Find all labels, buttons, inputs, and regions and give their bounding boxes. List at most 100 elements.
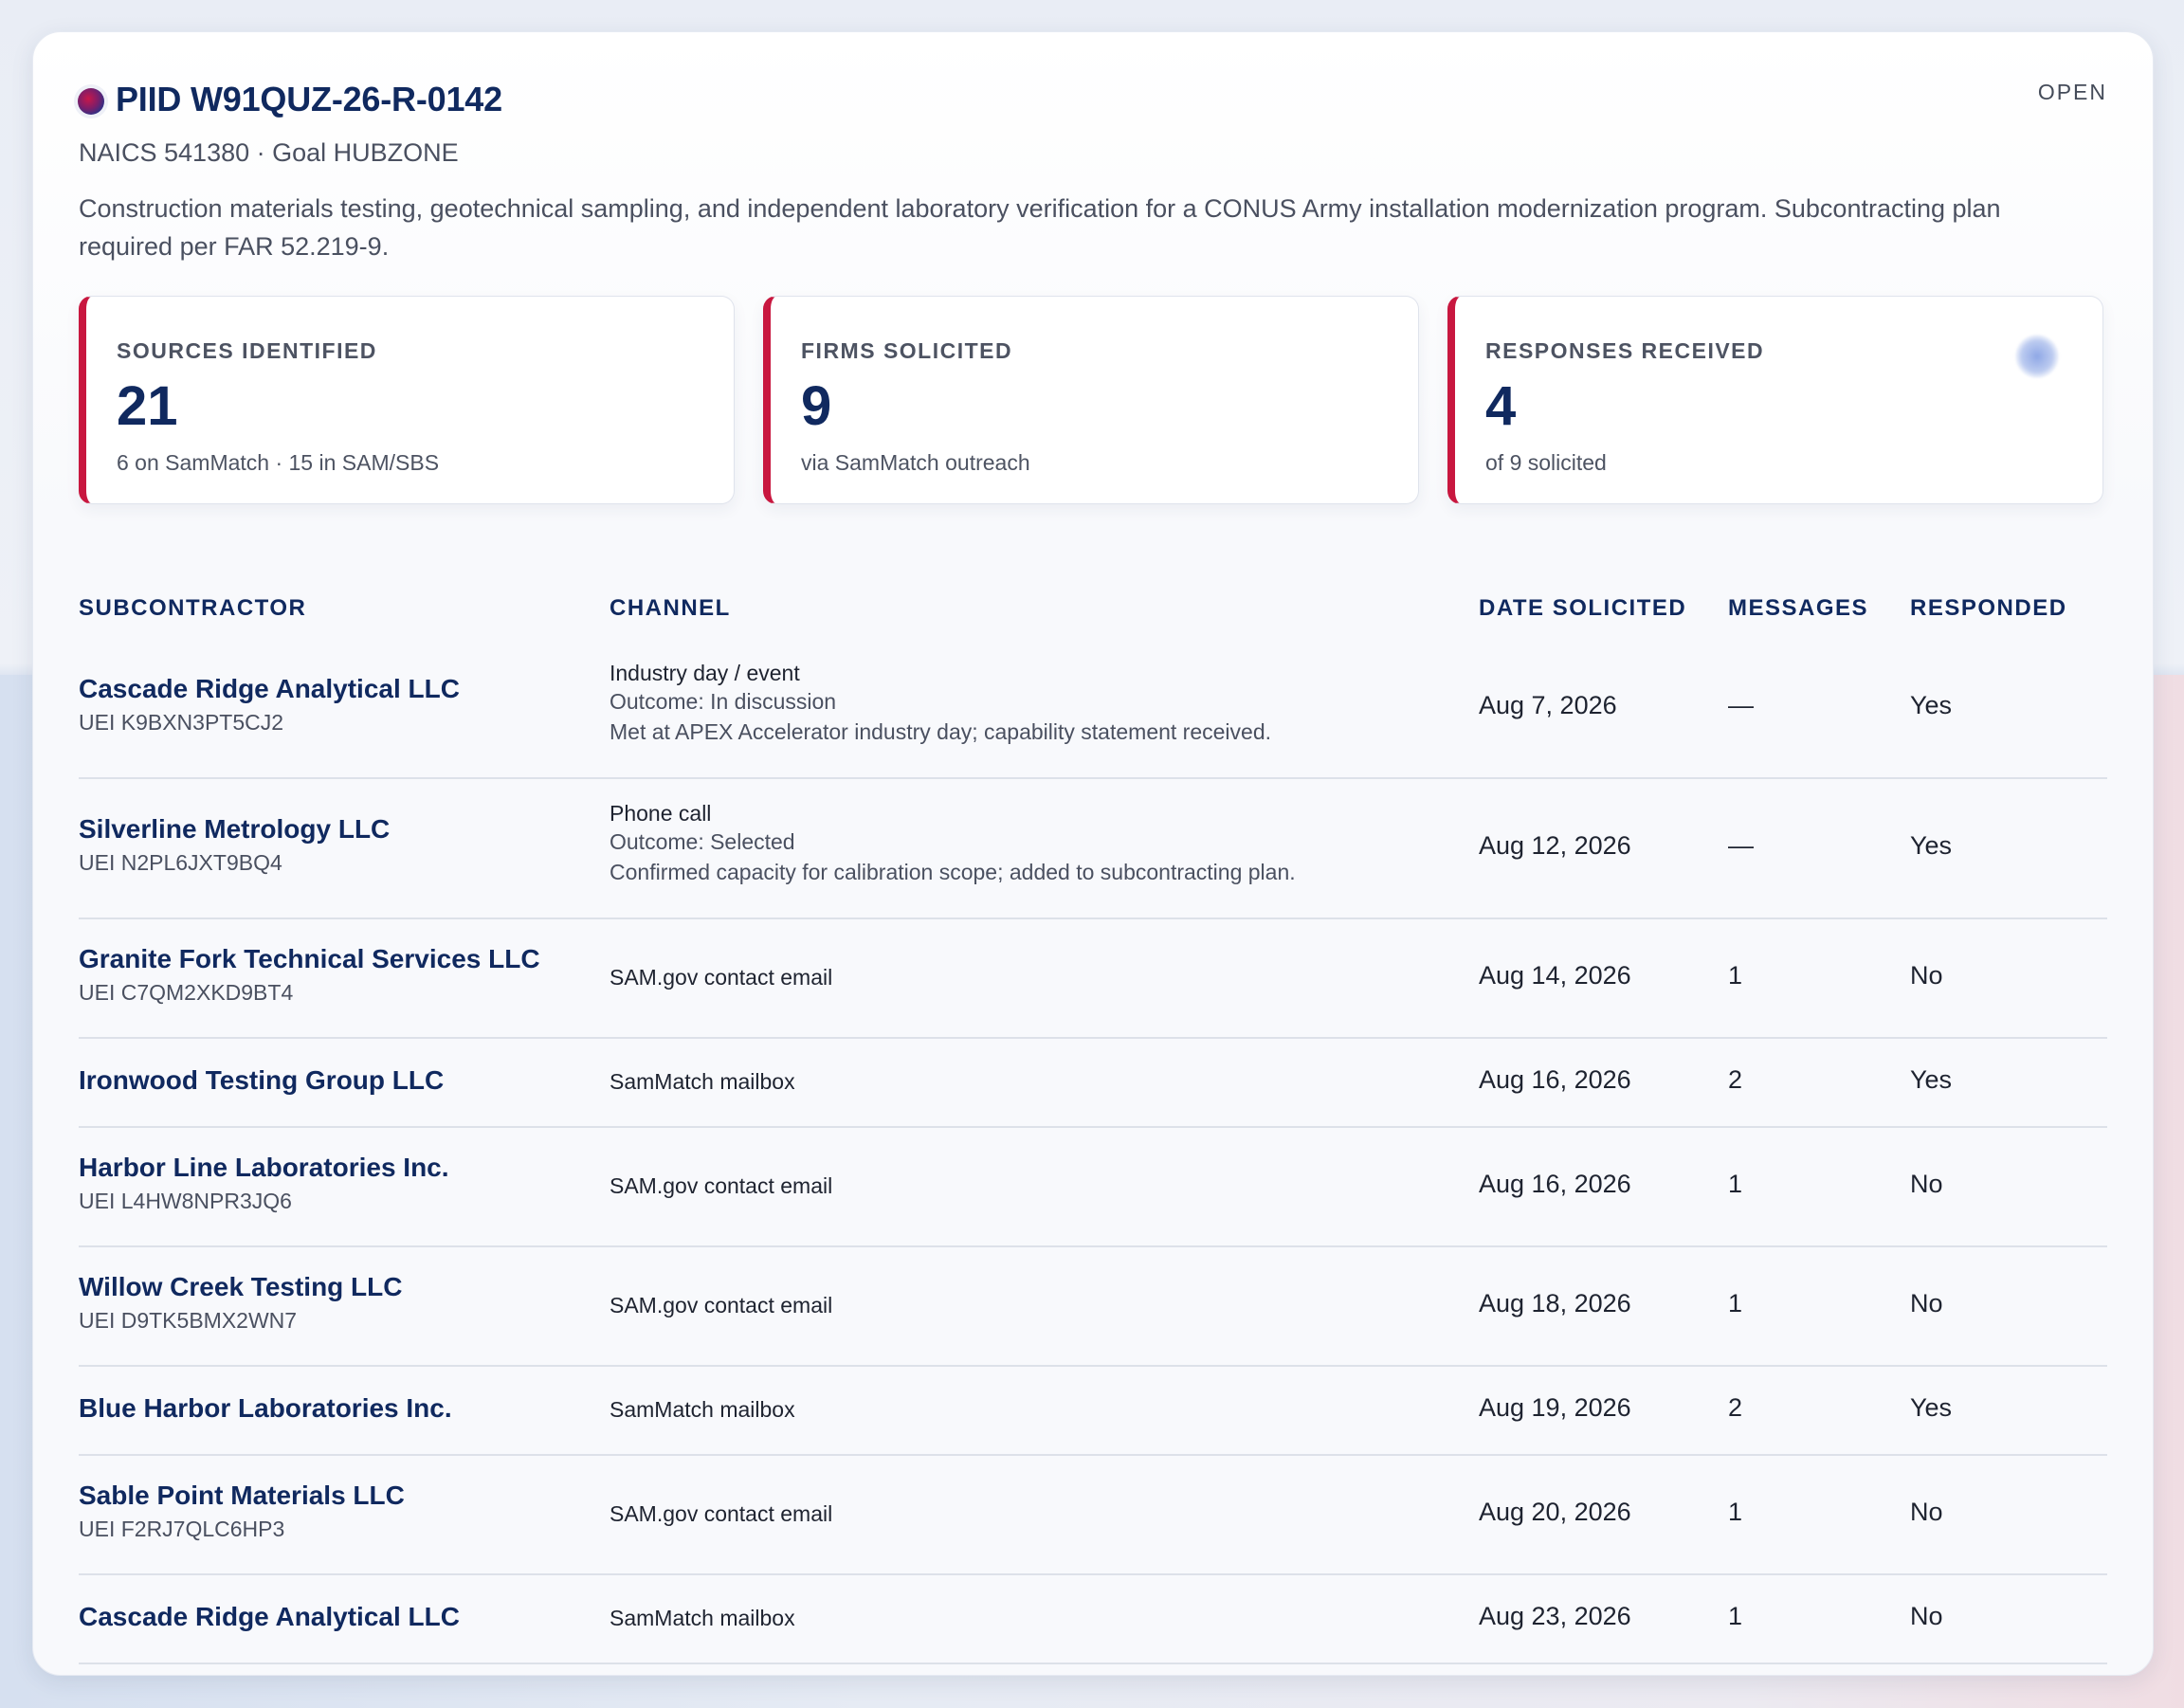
subcontractor-name-link[interactable]: Granite Fork Technical Services LLC — [79, 944, 540, 973]
date-solicited: Aug 12, 2026 — [1479, 831, 1631, 860]
stat-value: 9 — [801, 375, 832, 437]
subcontractor-cell: Blue Harbor Laboratories Inc. — [79, 1393, 452, 1424]
uei-label: UEI L4HW8NPR3JQ6 — [79, 1189, 292, 1213]
stat-value: 4 — [1485, 375, 1517, 437]
table-row[interactable]: Cascade Ridge Analytical LLC SamMatch mai… — [79, 1575, 2107, 1664]
channel-cell: SamMatch mailbox — [610, 1069, 795, 1095]
table-row[interactable]: Ironwood Testing Group LLC SamMatch mailb… — [79, 1039, 2107, 1128]
table-row[interactable]: Granite Fork Technical Services LLC UEI C… — [79, 919, 2107, 1039]
channel-cell: SAM.gov contact email — [610, 965, 832, 990]
date-solicited: Aug 23, 2026 — [1479, 1602, 1631, 1630]
note-label: Confirmed capacity for calibration scope… — [610, 860, 1296, 884]
status-dot-icon — [78, 88, 104, 115]
table-row[interactable]: Cascade Ridge Analytical LLC UEI K9BXN3PT… — [79, 639, 2107, 779]
stat-label: RESPONSES RECEIVED — [1485, 338, 1765, 363]
channel-label: Industry day / event — [610, 661, 800, 685]
table-body: Cascade Ridge Analytical LLC UEI K9BXN3PT… — [79, 639, 2107, 1664]
uei-label: UEI C7QM2XKD9BT4 — [79, 980, 294, 1005]
messages-count: 1 — [1728, 1602, 1743, 1630]
uei-label: UEI K9BXN3PT5CJ2 — [79, 710, 284, 735]
table-row[interactable]: Silverline Metrology LLC UEI N2PL6JXT9BQ4… — [79, 779, 2107, 919]
channel-cell: Phone call Outcome: Selected Confirmed cap… — [610, 801, 1296, 887]
messages-count: 2 — [1728, 1393, 1743, 1422]
uei-label: UEI D9TK5BMX2WN7 — [79, 1308, 298, 1333]
subcontractor-table: SUBCONTRACTOR CHANNEL DATE SOLICITED MES… — [79, 582, 2107, 1664]
subcontractor-name-link[interactable]: Sable Point Materials LLC — [79, 1481, 405, 1510]
glow-orb-icon — [2015, 335, 2059, 378]
stat-sub: via SamMatch outreach — [801, 450, 1030, 475]
channel-label: SAM.gov contact email — [610, 1501, 833, 1526]
messages-count: 1 — [1728, 1498, 1743, 1526]
responded-value: Yes — [1910, 1393, 1953, 1422]
stat-label: FIRMS SOLICITED — [801, 338, 1013, 363]
subcontractor-name-link[interactable]: Blue Harbor Laboratories Inc. — [79, 1393, 452, 1423]
date-solicited: Aug 20, 2026 — [1479, 1498, 1631, 1526]
responded-value: Yes — [1910, 831, 1953, 860]
table-row[interactable]: Sable Point Materials LLC UEI F2RJ7QLC6HP… — [79, 1456, 2107, 1575]
date-solicited: Aug 7, 2026 — [1479, 691, 1617, 719]
stat-card-responses: RESPONSES RECEIVED 4 of 9 solicited — [1447, 296, 2103, 504]
channel-cell: SamMatch mailbox — [610, 1397, 795, 1423]
note-label: Met at APEX Accelerator industry day; ca… — [610, 719, 1272, 744]
table-row[interactable]: Willow Creek Testing LLC UEI D9TK5BMX2WN7… — [79, 1247, 2107, 1367]
table-row[interactable]: Harbor Line Laboratories Inc. UEI L4HW8NP… — [79, 1128, 2107, 1247]
messages-count: — — [1728, 831, 1754, 860]
messages-count: 1 — [1728, 1170, 1743, 1198]
channel-label: SAM.gov contact email — [610, 1173, 833, 1198]
column-header-date[interactable]: DATE SOLICITED — [1479, 595, 1687, 621]
subcontractor-name-link[interactable]: Cascade Ridge Analytical LLC — [79, 674, 460, 703]
subcontractor-cell: Harbor Line Laboratories Inc. UEI L4HW8NP… — [79, 1153, 449, 1214]
stat-sub: of 9 solicited — [1485, 450, 1607, 475]
status-badge: OPEN — [2037, 80, 2107, 104]
channel-label: SamMatch mailbox — [610, 1606, 795, 1630]
stat-card-solicited: FIRMS SOLICITED 9 via SamMatch outreach — [763, 296, 1419, 504]
subcontractor-cell: Sable Point Materials LLC UEI F2RJ7QLC6HP… — [79, 1481, 405, 1542]
subcontractor-name-link[interactable]: Silverline Metrology LLC — [79, 814, 391, 844]
outcome-label: Outcome: In discussion — [610, 689, 837, 714]
channel-label: SAM.gov contact email — [610, 965, 833, 990]
responded-value: No — [1910, 1289, 1943, 1317]
channel-cell: SAM.gov contact email — [610, 1293, 832, 1318]
subcontractor-cell: Ironwood Testing Group LLC — [79, 1065, 444, 1096]
column-header-subcontractor[interactable]: SUBCONTRACTOR — [79, 595, 307, 621]
subcontractor-cell: Cascade Ridge Analytical LLC — [79, 1602, 460, 1632]
subcontractor-cell: Silverline Metrology LLC UEI N2PL6JXT9BQ4 — [79, 814, 390, 876]
table-header: SUBCONTRACTOR CHANNEL DATE SOLICITED MES… — [79, 582, 2107, 639]
column-header-responded[interactable]: RESPONDED — [1910, 595, 2067, 621]
solicitation-card: PIID W91QUZ-26-R-0142 OPEN NAICS 541380 … — [32, 31, 2154, 1676]
naics-goal-subtitle: NAICS 541380 · Goal HUBZONE — [79, 138, 459, 167]
stats-row: SOURCES IDENTIFIED 21 6 on SamMatch · 15… — [79, 296, 2107, 506]
stat-card-sources: SOURCES IDENTIFIED 21 6 on SamMatch · 15… — [79, 296, 735, 504]
channel-label: SamMatch mailbox — [610, 1397, 795, 1422]
responded-value: No — [1910, 1170, 1943, 1198]
subcontractor-name-link[interactable]: Ironwood Testing Group LLC — [79, 1065, 445, 1095]
date-solicited: Aug 16, 2026 — [1479, 1065, 1631, 1094]
uei-label: UEI F2RJ7QLC6HP3 — [79, 1517, 285, 1541]
stat-sub: 6 on SamMatch · 15 in SAM/SBS — [117, 450, 440, 475]
stat-label: SOURCES IDENTIFIED — [117, 338, 377, 363]
subcontractor-name-link[interactable]: Cascade Ridge Analytical LLC — [79, 1602, 460, 1631]
outcome-label: Outcome: Selected — [610, 829, 795, 854]
messages-count: 1 — [1728, 1289, 1743, 1317]
subcontractor-name-link[interactable]: Willow Creek Testing LLC — [79, 1272, 403, 1301]
date-solicited: Aug 14, 2026 — [1479, 961, 1631, 990]
messages-count: 1 — [1728, 961, 1743, 990]
date-solicited: Aug 18, 2026 — [1479, 1289, 1631, 1317]
channel-label: Phone call — [610, 801, 712, 826]
responded-value: Yes — [1910, 1065, 1953, 1094]
subcontractor-cell: Granite Fork Technical Services LLC UEI C… — [79, 944, 540, 1006]
responded-value: No — [1910, 1498, 1943, 1526]
column-header-channel[interactable]: CHANNEL — [610, 595, 731, 621]
messages-count: — — [1728, 691, 1754, 719]
responded-value: Yes — [1910, 691, 1953, 719]
table-row[interactable]: Blue Harbor Laboratories Inc. SamMatch ma… — [79, 1367, 2107, 1456]
subcontractor-name-link[interactable]: Harbor Line Laboratories Inc. — [79, 1153, 449, 1182]
column-header-messages[interactable]: MESSAGES — [1728, 595, 1869, 621]
responded-value: No — [1910, 961, 1943, 990]
channel-cell: SamMatch mailbox — [610, 1606, 795, 1631]
date-solicited: Aug 16, 2026 — [1479, 1170, 1631, 1198]
responded-value: No — [1910, 1602, 1943, 1630]
channel-cell: SAM.gov contact email — [610, 1173, 832, 1199]
subcontractor-cell: Willow Creek Testing LLC UEI D9TK5BMX2WN7 — [79, 1272, 402, 1334]
channel-label: SAM.gov contact email — [610, 1293, 833, 1317]
